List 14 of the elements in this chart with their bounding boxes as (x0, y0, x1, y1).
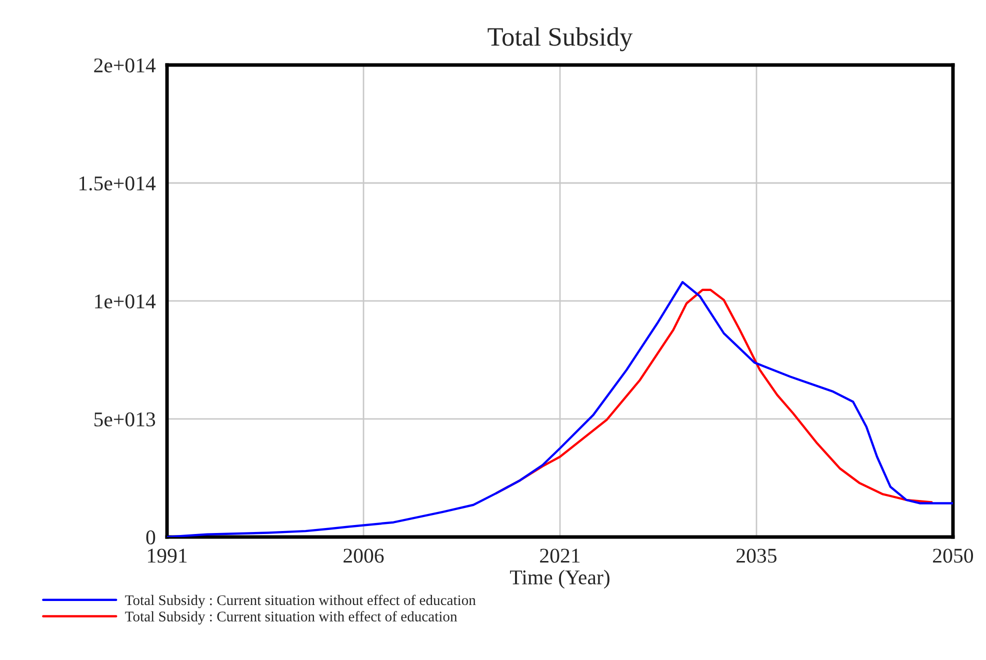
x-tick-label: 1991 (148, 548, 187, 563)
y-tick-label: 0 (146, 530, 156, 544)
y-tick-label: 1.5e+014 (79, 176, 156, 191)
legend-label: Total Subsidy : Current situation with effect of education (125, 611, 458, 624)
x-axis-title: Time (Year) (510, 570, 610, 589)
x-tick-label: 2021 (540, 548, 580, 563)
x-tick-label: 2006 (344, 548, 384, 563)
y-tick-label: 2e+014 (94, 58, 156, 72)
chart-title: Total Subsidy (488, 27, 633, 52)
x-tick-label: 2035 (736, 548, 777, 563)
x-tick-label: 2050 (933, 548, 974, 563)
legend-label: Total Subsidy : Current situation without effect of education (125, 594, 476, 608)
y-tick-label: 1e+014 (95, 294, 156, 308)
y-tick-label: 5e+013 (94, 412, 156, 426)
